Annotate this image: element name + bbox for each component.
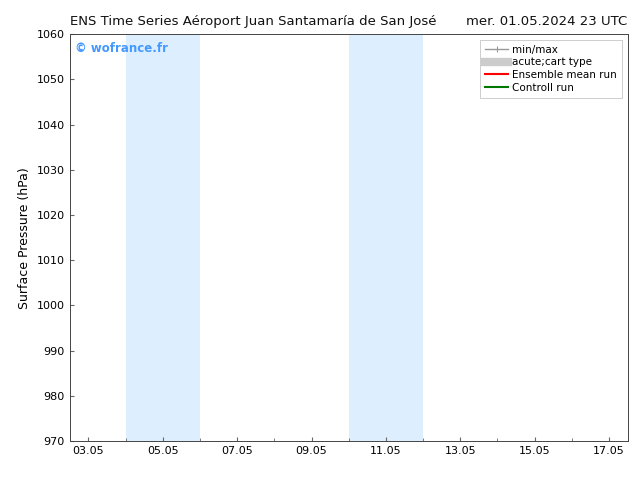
Text: mer. 01.05.2024 23 UTC: mer. 01.05.2024 23 UTC — [467, 15, 628, 28]
Text: © wofrance.fr: © wofrance.fr — [75, 43, 168, 55]
Y-axis label: Surface Pressure (hPa): Surface Pressure (hPa) — [18, 167, 31, 309]
Legend: min/max, acute;cart type, Ensemble mean run, Controll run: min/max, acute;cart type, Ensemble mean … — [480, 40, 623, 98]
Bar — [349, 34, 423, 441]
Text: ENS Time Series Aéroport Juan Santamaría de San José: ENS Time Series Aéroport Juan Santamaría… — [70, 15, 436, 28]
Bar — [126, 34, 200, 441]
